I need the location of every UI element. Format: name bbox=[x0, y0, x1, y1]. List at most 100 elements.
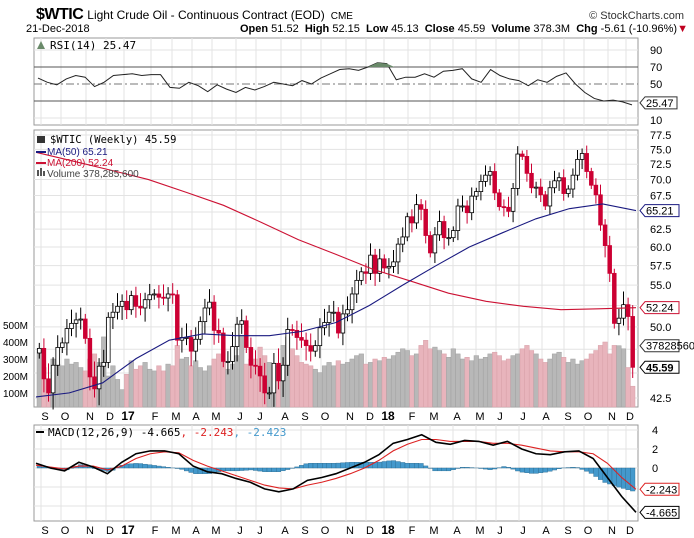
volume-bar bbox=[588, 353, 594, 408]
volume-bar bbox=[317, 372, 323, 408]
macd-histogram-bar bbox=[579, 467, 585, 470]
candle-body bbox=[469, 195, 474, 214]
macd-histogram-bar bbox=[243, 467, 249, 471]
high-label: High bbox=[304, 23, 330, 35]
volume-bar bbox=[538, 358, 544, 408]
ma200-line bbox=[35, 151, 637, 311]
volume-value: 378.3M bbox=[533, 23, 571, 35]
candle-body bbox=[561, 177, 566, 194]
rsi-tick-label: 50 bbox=[650, 79, 662, 91]
volume-bar bbox=[611, 345, 617, 408]
candle-body bbox=[474, 191, 479, 197]
volume-bar bbox=[400, 348, 406, 408]
candle-body bbox=[170, 293, 175, 296]
macd-histogram-bar bbox=[432, 467, 438, 472]
volume-bar bbox=[427, 348, 433, 408]
macd-histogram-bar bbox=[510, 467, 516, 470]
price-tick-label: 75.0 bbox=[650, 144, 671, 156]
volume-bar bbox=[124, 374, 130, 408]
rsi-tick-label: 90 bbox=[650, 45, 662, 57]
volume-legend: Volume 378,285,600 bbox=[47, 169, 139, 180]
candle-body bbox=[400, 236, 405, 245]
low-value: 45.13 bbox=[391, 23, 419, 35]
volume-bar bbox=[179, 358, 185, 408]
macd-histogram-bar bbox=[257, 467, 263, 472]
close-value-tag-text: 45.59 bbox=[646, 362, 674, 374]
x-tick-label: F bbox=[152, 411, 159, 423]
candle-body bbox=[579, 153, 585, 160]
volume-bar bbox=[174, 345, 180, 408]
candle-body bbox=[37, 347, 42, 354]
candle-body bbox=[60, 342, 65, 348]
macd-histogram-bar bbox=[391, 460, 397, 469]
candle-body bbox=[464, 205, 470, 214]
brand-link[interactable]: © StockCharts.com bbox=[589, 10, 684, 22]
volume-bar bbox=[630, 385, 636, 408]
x-tick-label: D bbox=[366, 411, 374, 423]
volume-bar bbox=[510, 355, 516, 408]
macd-histogram-bar bbox=[409, 463, 415, 469]
volume-bar bbox=[133, 368, 139, 408]
volume-bar bbox=[294, 355, 300, 408]
x-tick-label: S bbox=[564, 525, 571, 537]
volume-bar bbox=[119, 389, 125, 408]
candle-body bbox=[55, 347, 60, 366]
candle-body bbox=[497, 192, 502, 208]
candle-body bbox=[124, 300, 129, 311]
change-label: Chg bbox=[576, 23, 598, 35]
candle-body bbox=[73, 319, 79, 324]
x-tick-label: 17 bbox=[121, 409, 135, 423]
volume-bar bbox=[326, 362, 332, 408]
macd-histogram-bar bbox=[188, 467, 194, 473]
close-label: Close bbox=[424, 23, 455, 35]
candle-legend-icon bbox=[37, 136, 45, 143]
candle-body bbox=[552, 180, 557, 189]
macd-histogram-bar bbox=[262, 467, 268, 472]
macd-histogram-bar bbox=[625, 467, 631, 490]
candle-body bbox=[612, 272, 617, 324]
chart-date: 21-Dec-2018 bbox=[26, 23, 90, 35]
macd-histogram-bar bbox=[340, 462, 346, 469]
macd-histogram-bar bbox=[584, 467, 590, 472]
instrument-name: Light Crude Oil - Continuous Contract (E… bbox=[87, 8, 325, 22]
rsi-value-tag-text: 25.47 bbox=[646, 98, 674, 110]
candle-body bbox=[96, 365, 102, 390]
x-tick-label: A bbox=[453, 411, 461, 423]
x-tick-label: M bbox=[475, 411, 484, 423]
candle-body bbox=[368, 254, 373, 274]
candle-body bbox=[414, 204, 419, 224]
x-tick-label: J bbox=[237, 411, 243, 423]
volume-bar bbox=[188, 365, 194, 408]
exchange-label: CME bbox=[330, 11, 353, 22]
candle-body bbox=[69, 322, 74, 330]
macd-histogram-bar bbox=[229, 467, 235, 472]
candle-body bbox=[428, 235, 433, 254]
volume-bars bbox=[36, 334, 636, 408]
macd-histogram-bar bbox=[276, 467, 282, 472]
candle-body bbox=[207, 301, 212, 309]
macd-histogram-bar bbox=[529, 467, 535, 474]
macd-tick-label: 0 bbox=[652, 463, 658, 475]
candle-body bbox=[377, 258, 382, 274]
macd-histogram-bar bbox=[450, 467, 456, 470]
candle-body bbox=[165, 293, 171, 299]
x-tick-label: A bbox=[192, 525, 200, 537]
x-tick-label: O bbox=[584, 411, 593, 423]
price-tick-label: 55.0 bbox=[650, 280, 671, 292]
candle-body bbox=[290, 329, 295, 331]
symbol-title: $WTIC bbox=[36, 6, 84, 23]
volume-bar bbox=[220, 362, 226, 408]
volume-bar bbox=[367, 362, 374, 408]
change-value: -5.61 (-10.96%) bbox=[600, 23, 678, 35]
candle-body bbox=[451, 230, 456, 239]
volume-bar bbox=[160, 370, 167, 408]
volume-bar bbox=[459, 358, 466, 408]
macd-histogram-bar bbox=[400, 462, 406, 469]
candle-body bbox=[543, 194, 548, 207]
candle-body bbox=[529, 172, 534, 189]
candle-body bbox=[524, 156, 530, 174]
volume-label: Volume bbox=[491, 23, 531, 35]
price-legend: $WTIC (Weekly) 45.59 bbox=[50, 134, 176, 146]
volume-bar bbox=[147, 368, 153, 408]
